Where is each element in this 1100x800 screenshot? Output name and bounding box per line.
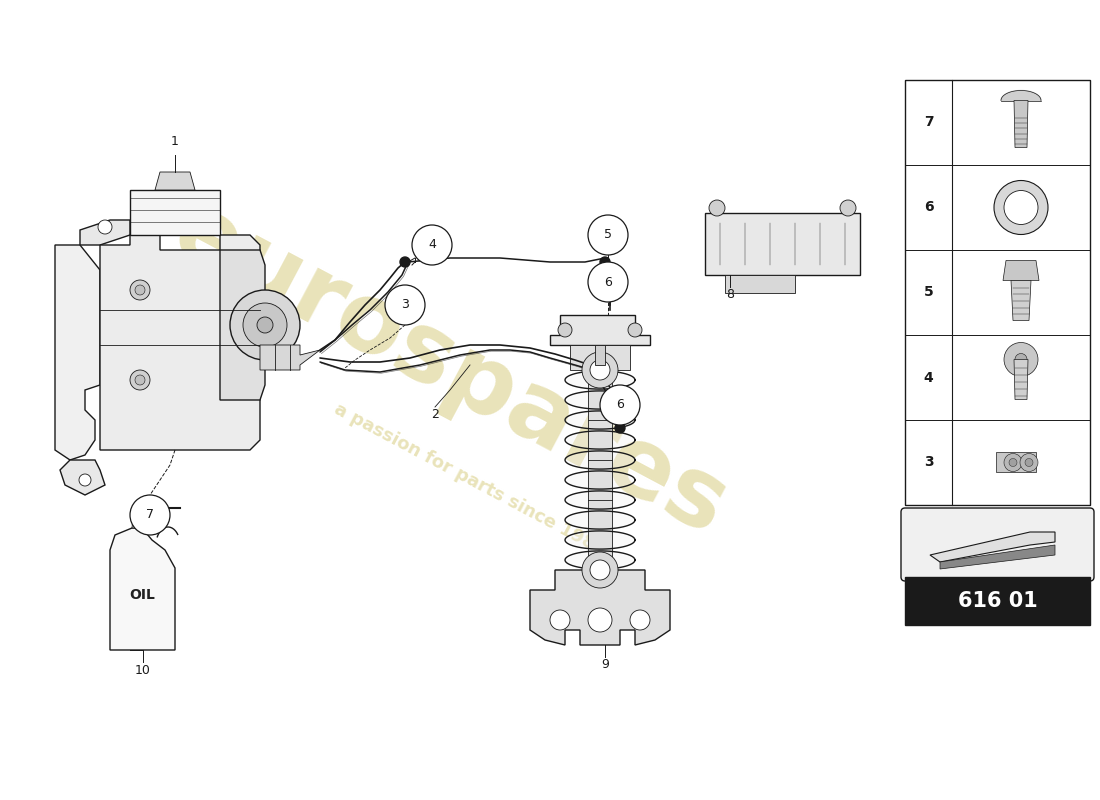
Circle shape (1004, 342, 1038, 377)
Polygon shape (565, 451, 635, 469)
Circle shape (582, 352, 618, 388)
Bar (905, 577, 1090, 625)
Circle shape (630, 610, 650, 630)
Polygon shape (132, 508, 142, 528)
Text: 3: 3 (402, 298, 409, 311)
Polygon shape (100, 235, 260, 450)
Text: 8: 8 (726, 289, 734, 302)
Circle shape (588, 215, 628, 255)
Polygon shape (260, 345, 320, 370)
Polygon shape (550, 315, 650, 345)
Polygon shape (565, 371, 635, 389)
Circle shape (840, 200, 856, 216)
Text: 3: 3 (924, 455, 933, 470)
Polygon shape (588, 370, 612, 570)
Circle shape (130, 370, 150, 390)
FancyBboxPatch shape (901, 508, 1094, 581)
Polygon shape (565, 491, 635, 509)
Polygon shape (565, 471, 635, 489)
Text: 7: 7 (146, 509, 154, 522)
Polygon shape (595, 345, 605, 365)
Text: 9: 9 (601, 658, 609, 671)
Text: 1: 1 (172, 135, 179, 148)
Polygon shape (565, 511, 635, 529)
Polygon shape (1014, 101, 1028, 147)
Text: 10: 10 (135, 663, 151, 677)
Circle shape (582, 552, 618, 588)
Text: 616 01: 616 01 (958, 591, 1037, 611)
Polygon shape (80, 220, 130, 245)
Circle shape (1020, 454, 1038, 471)
Circle shape (230, 290, 300, 360)
Polygon shape (565, 531, 635, 549)
Circle shape (710, 200, 725, 216)
Circle shape (994, 181, 1048, 234)
Circle shape (615, 423, 625, 433)
Circle shape (257, 317, 273, 333)
Polygon shape (1011, 281, 1031, 321)
Polygon shape (155, 172, 195, 190)
Text: OIL: OIL (129, 588, 155, 602)
Circle shape (130, 495, 170, 535)
Circle shape (135, 375, 145, 385)
Circle shape (1025, 458, 1033, 466)
Polygon shape (705, 213, 860, 275)
Polygon shape (110, 528, 175, 650)
Circle shape (550, 610, 570, 630)
Text: a passion for parts since 1985: a passion for parts since 1985 (331, 401, 609, 559)
Polygon shape (565, 411, 635, 429)
Circle shape (600, 385, 640, 425)
Text: eurospares: eurospares (157, 185, 744, 555)
Circle shape (1004, 190, 1038, 225)
Circle shape (400, 257, 410, 267)
Polygon shape (1001, 90, 1041, 101)
Circle shape (98, 220, 112, 234)
Polygon shape (940, 545, 1055, 569)
Circle shape (588, 608, 612, 632)
Polygon shape (55, 245, 100, 460)
Text: 6: 6 (924, 201, 933, 214)
Text: 4: 4 (428, 238, 436, 251)
Circle shape (130, 280, 150, 300)
Text: 4: 4 (924, 370, 934, 385)
Circle shape (558, 323, 572, 337)
Circle shape (588, 262, 628, 302)
Polygon shape (1003, 261, 1040, 281)
Circle shape (600, 257, 610, 267)
Text: 5: 5 (604, 229, 612, 242)
Polygon shape (220, 250, 265, 400)
Circle shape (1015, 354, 1027, 366)
Polygon shape (725, 275, 795, 293)
Polygon shape (130, 190, 220, 235)
Circle shape (590, 360, 610, 380)
Circle shape (412, 225, 452, 265)
Text: 2: 2 (431, 409, 439, 422)
Text: 5: 5 (924, 286, 934, 299)
Bar (905, 80, 1090, 505)
Polygon shape (565, 551, 635, 569)
Polygon shape (565, 431, 635, 449)
Polygon shape (930, 532, 1055, 562)
Polygon shape (996, 453, 1036, 473)
Circle shape (243, 303, 287, 347)
Text: 7: 7 (924, 115, 933, 130)
Polygon shape (530, 570, 670, 645)
Circle shape (628, 323, 642, 337)
Circle shape (590, 560, 610, 580)
Circle shape (1004, 454, 1022, 471)
Polygon shape (565, 391, 635, 409)
Text: 6: 6 (604, 275, 612, 289)
Text: 6: 6 (616, 398, 624, 411)
Circle shape (79, 474, 91, 486)
Circle shape (385, 285, 425, 325)
Polygon shape (570, 345, 630, 370)
Polygon shape (1014, 359, 1028, 399)
Circle shape (1009, 458, 1018, 466)
Circle shape (135, 285, 145, 295)
Polygon shape (60, 460, 104, 495)
